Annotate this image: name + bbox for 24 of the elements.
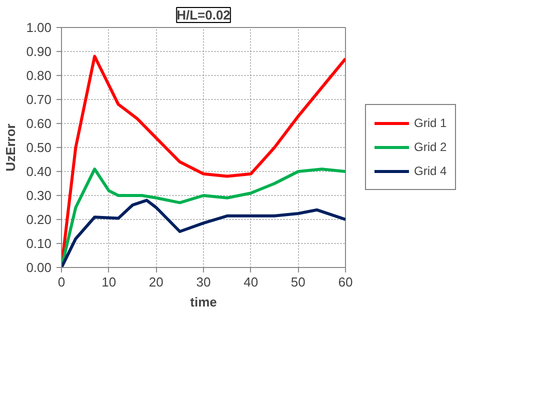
y-tick-label: 0.90 [26, 44, 52, 59]
y-axis-title: UzError [3, 124, 18, 172]
x-tick-label: 50 [290, 274, 306, 290]
x-tick-label: 10 [102, 274, 116, 290]
x-tick-label: 0 [58, 274, 66, 290]
y-tick-label: 0.00 [26, 260, 52, 275]
y-tick-label: 0.60 [26, 116, 52, 131]
y-tick-label: 0.20 [26, 212, 52, 227]
legend-label: Grid 1 [414, 116, 447, 130]
legend-label: Grid 2 [414, 140, 447, 154]
y-tick-label: 0.40 [26, 164, 52, 179]
x-tick-label: 40 [244, 274, 258, 290]
y-tick-label: 0.70 [26, 92, 52, 107]
y-tick-label: 0.50 [26, 140, 52, 155]
legend-label: Grid 4 [414, 164, 447, 178]
x-tick-label: 20 [148, 274, 164, 290]
y-tick-label: 0.10 [26, 236, 52, 251]
x-tick-label: 60 [338, 274, 353, 290]
x-axis-title: time [190, 294, 217, 310]
chart-title: H/L=0.02 [176, 8, 230, 22]
x-tick-label: 30 [196, 274, 211, 290]
y-tick-label: 0.30 [26, 188, 52, 203]
y-tick-label: 1.00 [26, 20, 52, 35]
y-tick-label: 0.80 [26, 68, 52, 83]
